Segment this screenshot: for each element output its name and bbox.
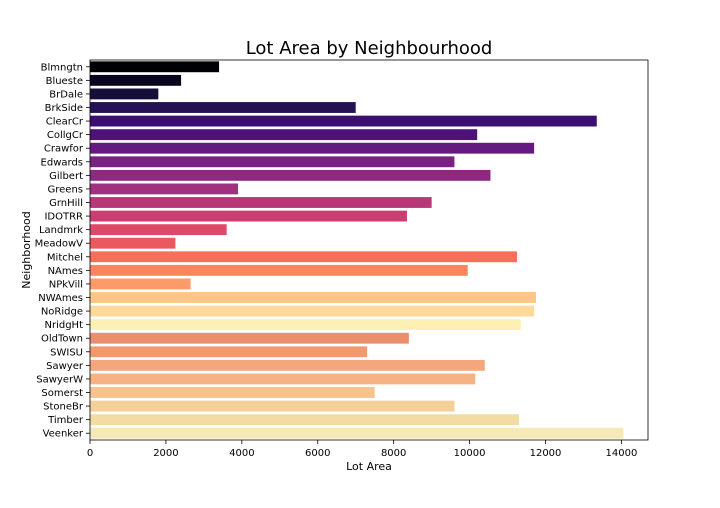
y-tick-label: NoRidge [41,307,83,318]
bar-collgcr [90,129,478,141]
bar-brkside [90,102,356,113]
y-tick-label: MeadowV [35,239,84,250]
bar-somerst [90,387,375,398]
y-tick-label: Blueste [46,76,83,87]
chart-title: Lot Area by Neighbourhood [246,38,493,59]
y-tick-label: Timber [47,415,84,426]
y-tick-label: SWISU [50,347,83,358]
y-tick-label: BrDale [49,89,83,100]
bar-noridge [90,305,535,317]
bar-veenker [90,427,624,439]
y-tick-label: Sawyer [46,361,84,372]
bar-landmrk [90,224,227,236]
y-tick-label: Somerst [41,388,83,399]
y-tick-label: IDOTRR [44,212,83,223]
bar-npkvill [90,278,191,290]
bar-names [90,264,468,276]
bar-crawfor [90,142,535,154]
bar-meadowv [90,237,176,249]
bar-edwards [90,156,455,168]
y-tick-label: Greens [48,184,84,195]
bar-oldtown [90,332,409,344]
x-tick-label: 12000 [530,448,562,459]
x-tick-label: 10000 [454,448,486,459]
y-tick-label: CollgCr [47,130,84,141]
y-tick-label: Mitchel [47,252,83,263]
y-tick-label: StoneBr [43,402,84,413]
bar-clearcr [90,115,597,127]
y-tick-label: Crawfor [44,144,84,155]
x-tick-label: 14000 [606,448,638,459]
y-tick-label: Edwards [41,157,83,168]
y-tick-label: OldTown [41,334,83,345]
bar-swisu [90,346,368,358]
y-tick-label: NAmes [48,266,83,277]
bar-blueste [90,74,182,86]
y-tick-label: GrnHill [49,198,83,209]
y-tick-label: Blmngtn [41,62,83,73]
plot-frame [89,59,649,441]
bar-timber [90,414,519,426]
bar-idotrr [90,210,407,222]
y-axis-label: Neighborhood [20,211,33,288]
y-tick-labels: Blmngtn Blueste BrDale BrkSide ClearCr CollgC… [35,62,90,440]
x-tick-label: 2000 [153,448,178,459]
x-tick-label: 6000 [305,448,330,459]
bar-brdale [90,88,159,100]
y-tick-label: BrkSide [45,103,83,114]
x-tick-label: 0 [87,448,93,459]
x-tick-label: 4000 [229,448,254,459]
bar-greens [90,183,239,195]
bars-group [90,61,624,439]
y-tick-label: NPkVill [49,279,83,290]
bar-stonebr [90,400,455,412]
y-tick-label: NWAmes [38,293,83,304]
bar-blmngtn [90,61,220,73]
bar-mitchel [90,251,518,263]
bar-sawyer [90,359,485,371]
bar-gilbert [90,169,491,181]
y-tick-label: Veenker [43,429,84,440]
y-tick-label: Gilbert [49,171,83,182]
x-tick-label: 8000 [381,448,406,459]
y-tick-label: ClearCr [46,117,84,128]
bar-nridght [90,319,521,331]
x-axis-label: Lot Area [346,460,392,473]
bar-grnhill [90,197,432,208]
x-ticks: 0 2000 4000 6000 8000 10000 12000 14000 [87,440,638,459]
y-tick-label: Landmrk [39,225,83,236]
bar-sawyerw [90,373,476,385]
bar-nwames [90,292,537,303]
y-tick-label: NridgHt [44,320,83,331]
y-tick-label: SawyerW [36,374,83,385]
